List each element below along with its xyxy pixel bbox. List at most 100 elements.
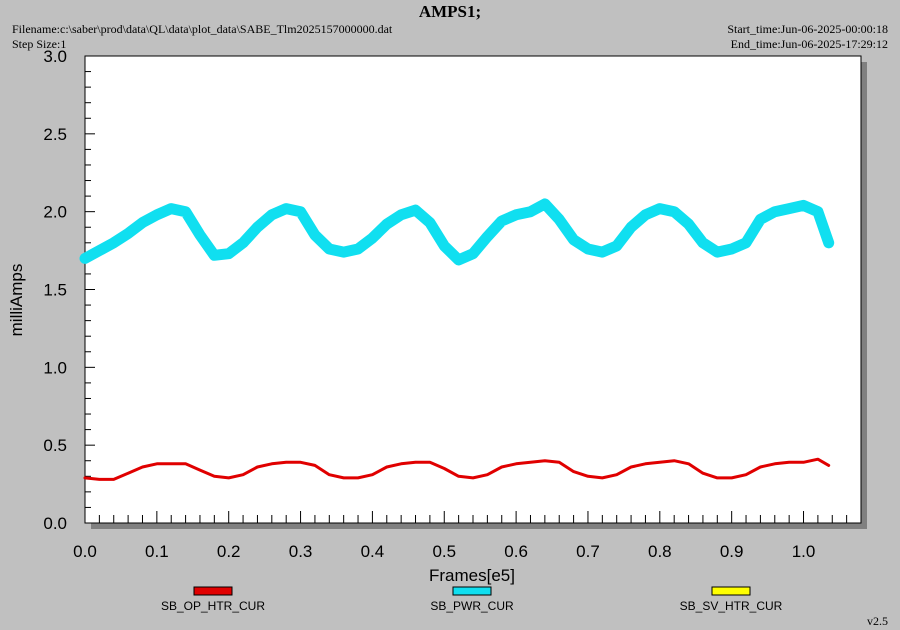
data-point (687, 462, 690, 465)
x-tick-label: 0.8 (648, 542, 672, 561)
x-tick-label: 0.3 (289, 542, 313, 561)
data-point (500, 220, 503, 222)
data-point (644, 462, 647, 465)
data-point (313, 464, 316, 467)
data-point (443, 244, 446, 247)
legend: SB_OP_HTR_CUR SB_PWR_CUR SB_SV_HTR_CUR (161, 586, 783, 613)
data-point (701, 472, 704, 475)
data-point (587, 475, 589, 478)
data-point (558, 218, 561, 221)
data-point (630, 466, 633, 468)
series-layer (79, 198, 835, 481)
version-label: v2.5 (867, 614, 888, 628)
data-point (270, 213, 273, 216)
data-point (716, 476, 719, 479)
data-point (170, 207, 173, 210)
data-point (141, 466, 144, 468)
data-point (213, 254, 216, 257)
data-point (328, 473, 331, 476)
data-point (400, 462, 403, 465)
data-point (299, 461, 302, 464)
y-tick-label: 0.5 (43, 436, 67, 455)
data-point (184, 462, 187, 465)
x-tick-label: 1.0 (792, 542, 816, 561)
data-point (242, 241, 245, 244)
data-point (98, 478, 101, 481)
x-tick-label: 0.6 (504, 542, 528, 561)
data-point (400, 213, 403, 216)
data-point (816, 458, 819, 461)
data-point (256, 226, 259, 229)
x-axis: 0.0 0.1 0.2 0.3 0.4 0.5 0.6 0.7 0.8 0.9 1.0 (73, 511, 862, 561)
data-point (342, 251, 345, 254)
data-point (112, 478, 115, 481)
data-point (98, 249, 101, 252)
x-tick-label: 0.1 (145, 542, 169, 561)
y-axis: 0.0 0.5 1.0 1.5 2.0 2.5 3.0 (43, 47, 95, 533)
data-point (127, 232, 130, 235)
legend-swatch (711, 586, 751, 596)
x-axis-label: Frames[e5] (429, 566, 515, 585)
x-tick-label: 0.0 (73, 542, 97, 561)
plot-area (84, 55, 862, 524)
data-point (155, 462, 158, 465)
data-point (328, 248, 331, 250)
data-point (256, 466, 259, 468)
data-point (543, 202, 546, 205)
data-point (84, 476, 86, 479)
data-point (788, 207, 791, 210)
data-point (270, 462, 273, 465)
data-point (357, 248, 359, 250)
data-point (515, 462, 518, 465)
data-point (199, 469, 201, 472)
data-point (141, 221, 144, 224)
data-point (773, 210, 776, 213)
data-point (227, 476, 230, 479)
data-point (827, 241, 830, 244)
data-point (486, 473, 489, 476)
data-point (658, 207, 661, 210)
y-tick-label: 2.5 (43, 125, 67, 144)
data-point (529, 461, 532, 464)
data-point (802, 204, 805, 207)
data-point (730, 476, 733, 479)
x-tick-label: 0.5 (432, 542, 456, 561)
data-point (802, 461, 805, 464)
data-point (816, 210, 819, 213)
data-point (486, 235, 489, 238)
filename-label: Filename:c:\saber\prod\data\QL\data\plot… (12, 22, 393, 36)
data-point (529, 210, 532, 213)
data-point (572, 238, 575, 241)
data-point (414, 209, 417, 212)
data-point (472, 252, 474, 255)
data-point (644, 213, 647, 216)
data-point (242, 473, 245, 476)
y-axis-label: milliAmps (7, 264, 26, 337)
data-point (687, 223, 690, 226)
legend-label: SB_SV_HTR_CUR (680, 599, 783, 613)
data-point (630, 226, 633, 229)
data-point (515, 213, 518, 216)
data-point (313, 234, 316, 236)
data-point (227, 252, 230, 255)
data-point (673, 210, 676, 213)
data-point (658, 461, 661, 464)
data-point (716, 251, 719, 254)
data-point (827, 464, 830, 467)
data-point (385, 466, 388, 468)
data-point (184, 210, 187, 213)
start-time-label: Start_time:Jun-06-2025-00:00:18 (727, 22, 888, 36)
data-point (543, 459, 546, 462)
data-point (558, 461, 561, 464)
data-point (443, 467, 446, 470)
data-point (601, 251, 604, 254)
y-tick-label: 3.0 (43, 47, 67, 66)
step-size-label: Step Size:1 (12, 37, 67, 51)
legend-label: SB_PWR_CUR (430, 599, 514, 613)
data-point (84, 257, 86, 260)
end-time-label: End_time:Jun-06-2025-17:29:12 (730, 37, 888, 51)
data-point (112, 241, 115, 244)
y-tick-label: 0.0 (43, 514, 67, 533)
data-point (199, 234, 201, 236)
